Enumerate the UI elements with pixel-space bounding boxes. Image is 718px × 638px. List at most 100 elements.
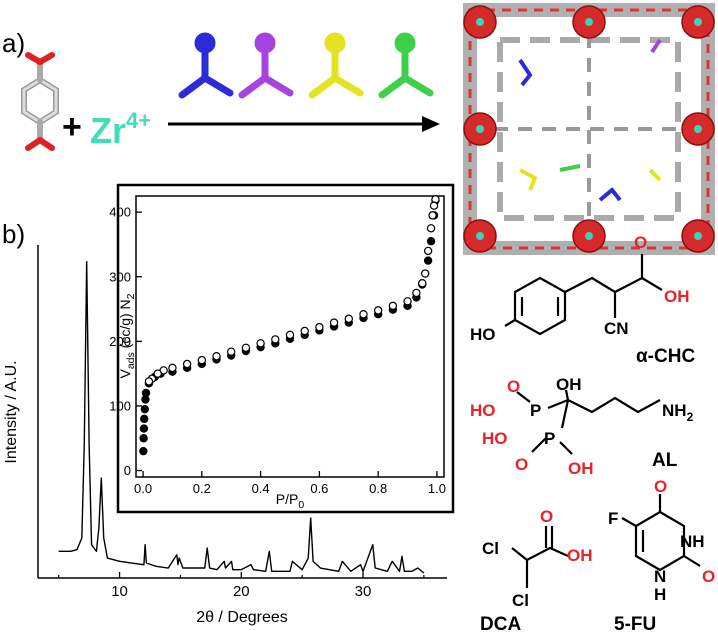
molecule-al <box>516 389 661 455</box>
data-point <box>182 359 192 369</box>
mof-structure <box>463 3 715 255</box>
x-tick-label: 0.4 <box>252 481 270 496</box>
atom-label: OH <box>664 287 690 306</box>
molecule-achc <box>504 254 663 336</box>
x-tick-label: 0.6 <box>310 481 328 496</box>
atom-label: HO <box>470 401 496 420</box>
data-point <box>418 279 427 288</box>
molecule-5fu <box>621 494 701 572</box>
molecule-name: α-CHC <box>636 346 695 367</box>
y-tick-label: 100 <box>109 398 131 413</box>
y-axis-label-part: ads <box>125 352 137 369</box>
metal-charge: 4+ <box>126 108 151 133</box>
data-point <box>423 256 433 265</box>
atom-label: N <box>654 567 666 586</box>
atom-symbol: NH <box>662 401 687 420</box>
x-tick-label: 30 <box>355 583 372 600</box>
metal-symbol: Zr <box>90 110 126 151</box>
arrow-head <box>422 116 440 132</box>
y-axis-label-part: (cc/g) N <box>117 299 133 352</box>
data-point <box>241 343 251 353</box>
y-axis-label: Intensity / A.U. <box>3 360 20 463</box>
y-tick-label: 200 <box>109 334 131 349</box>
x-axis-label: P/P0 <box>276 491 305 511</box>
atom-label: O <box>540 507 553 526</box>
data-point <box>212 352 221 361</box>
atom-label: P <box>530 401 541 420</box>
data-point <box>168 363 177 373</box>
x-tick-label: 0.2 <box>193 481 211 496</box>
data-point <box>285 330 295 340</box>
data-point <box>420 269 430 278</box>
data-point <box>141 388 151 398</box>
data-point <box>227 347 236 356</box>
data-line <box>58 260 425 574</box>
data-point <box>428 211 437 220</box>
y-tick-label: 0 <box>124 463 131 478</box>
axes-frame <box>135 195 445 478</box>
atom-label: Cl <box>482 539 499 558</box>
atom-label: F <box>608 509 618 528</box>
x-tick-label: 1.0 <box>428 481 446 496</box>
data-point <box>140 404 150 414</box>
x-axis-label-part: P/P <box>276 491 299 507</box>
data-point <box>140 414 149 424</box>
data-point <box>429 201 439 210</box>
y-tick-label: 300 <box>109 269 131 284</box>
metal-ion: Zr4+ <box>90 108 151 151</box>
atom-label: O <box>507 377 520 396</box>
y-axis-label-part: V <box>117 369 133 379</box>
atom-label: CN <box>604 319 629 338</box>
molecule-name: DCA <box>480 614 521 635</box>
data-point <box>139 434 148 443</box>
molecule-name: AL <box>652 450 678 471</box>
data-point <box>412 288 421 298</box>
atom-label: Cl <box>512 591 529 610</box>
data-point <box>426 224 436 233</box>
data-point <box>300 326 309 336</box>
molecule-name: 5-FU <box>614 614 656 635</box>
data-point <box>329 318 339 327</box>
data-point <box>403 297 412 306</box>
inset-frame <box>116 183 455 514</box>
atom-label: NH <box>680 532 705 551</box>
atom-label: O <box>515 455 528 474</box>
atom-subscript: 2 <box>687 410 694 424</box>
data-point <box>139 424 149 433</box>
atom-label: H <box>654 585 666 604</box>
data-point <box>271 335 280 344</box>
panel-label: b) <box>2 219 25 249</box>
atom-label: NH2 <box>662 401 694 424</box>
data-point <box>144 377 154 386</box>
y-axis-label-part: 2 <box>125 293 137 299</box>
y-tick-label: 400 <box>109 205 131 220</box>
data-point <box>315 322 324 332</box>
data-point <box>153 369 162 378</box>
atom-label: OH <box>567 546 593 565</box>
data-point <box>139 446 148 456</box>
x-tick-label: 20 <box>233 583 250 600</box>
data-point <box>426 237 436 246</box>
terephthalate-linker <box>21 52 59 151</box>
plus-sign: + <box>62 108 82 146</box>
atom-label: HO <box>482 429 508 448</box>
y-axis-label: Vads (cc/g) N2 <box>117 293 137 378</box>
data-point <box>423 246 433 256</box>
data-point <box>344 314 353 323</box>
x-axis-label-part: 0 <box>298 499 304 511</box>
atom-label: O <box>634 233 647 252</box>
atom-label: OH <box>556 375 582 394</box>
data-point <box>373 306 383 315</box>
x-tick-label: 0.0 <box>134 481 152 496</box>
atom-label: HO <box>470 325 496 344</box>
panel-label: a) <box>2 28 25 58</box>
data-point <box>256 339 265 348</box>
x-tick-label: 0.8 <box>369 481 387 496</box>
molecule-dca <box>511 526 569 588</box>
data-point <box>388 301 398 311</box>
data-point <box>359 310 368 319</box>
atom-label: O <box>654 477 667 496</box>
x-axis-label: 2θ / Degrees <box>196 609 288 626</box>
